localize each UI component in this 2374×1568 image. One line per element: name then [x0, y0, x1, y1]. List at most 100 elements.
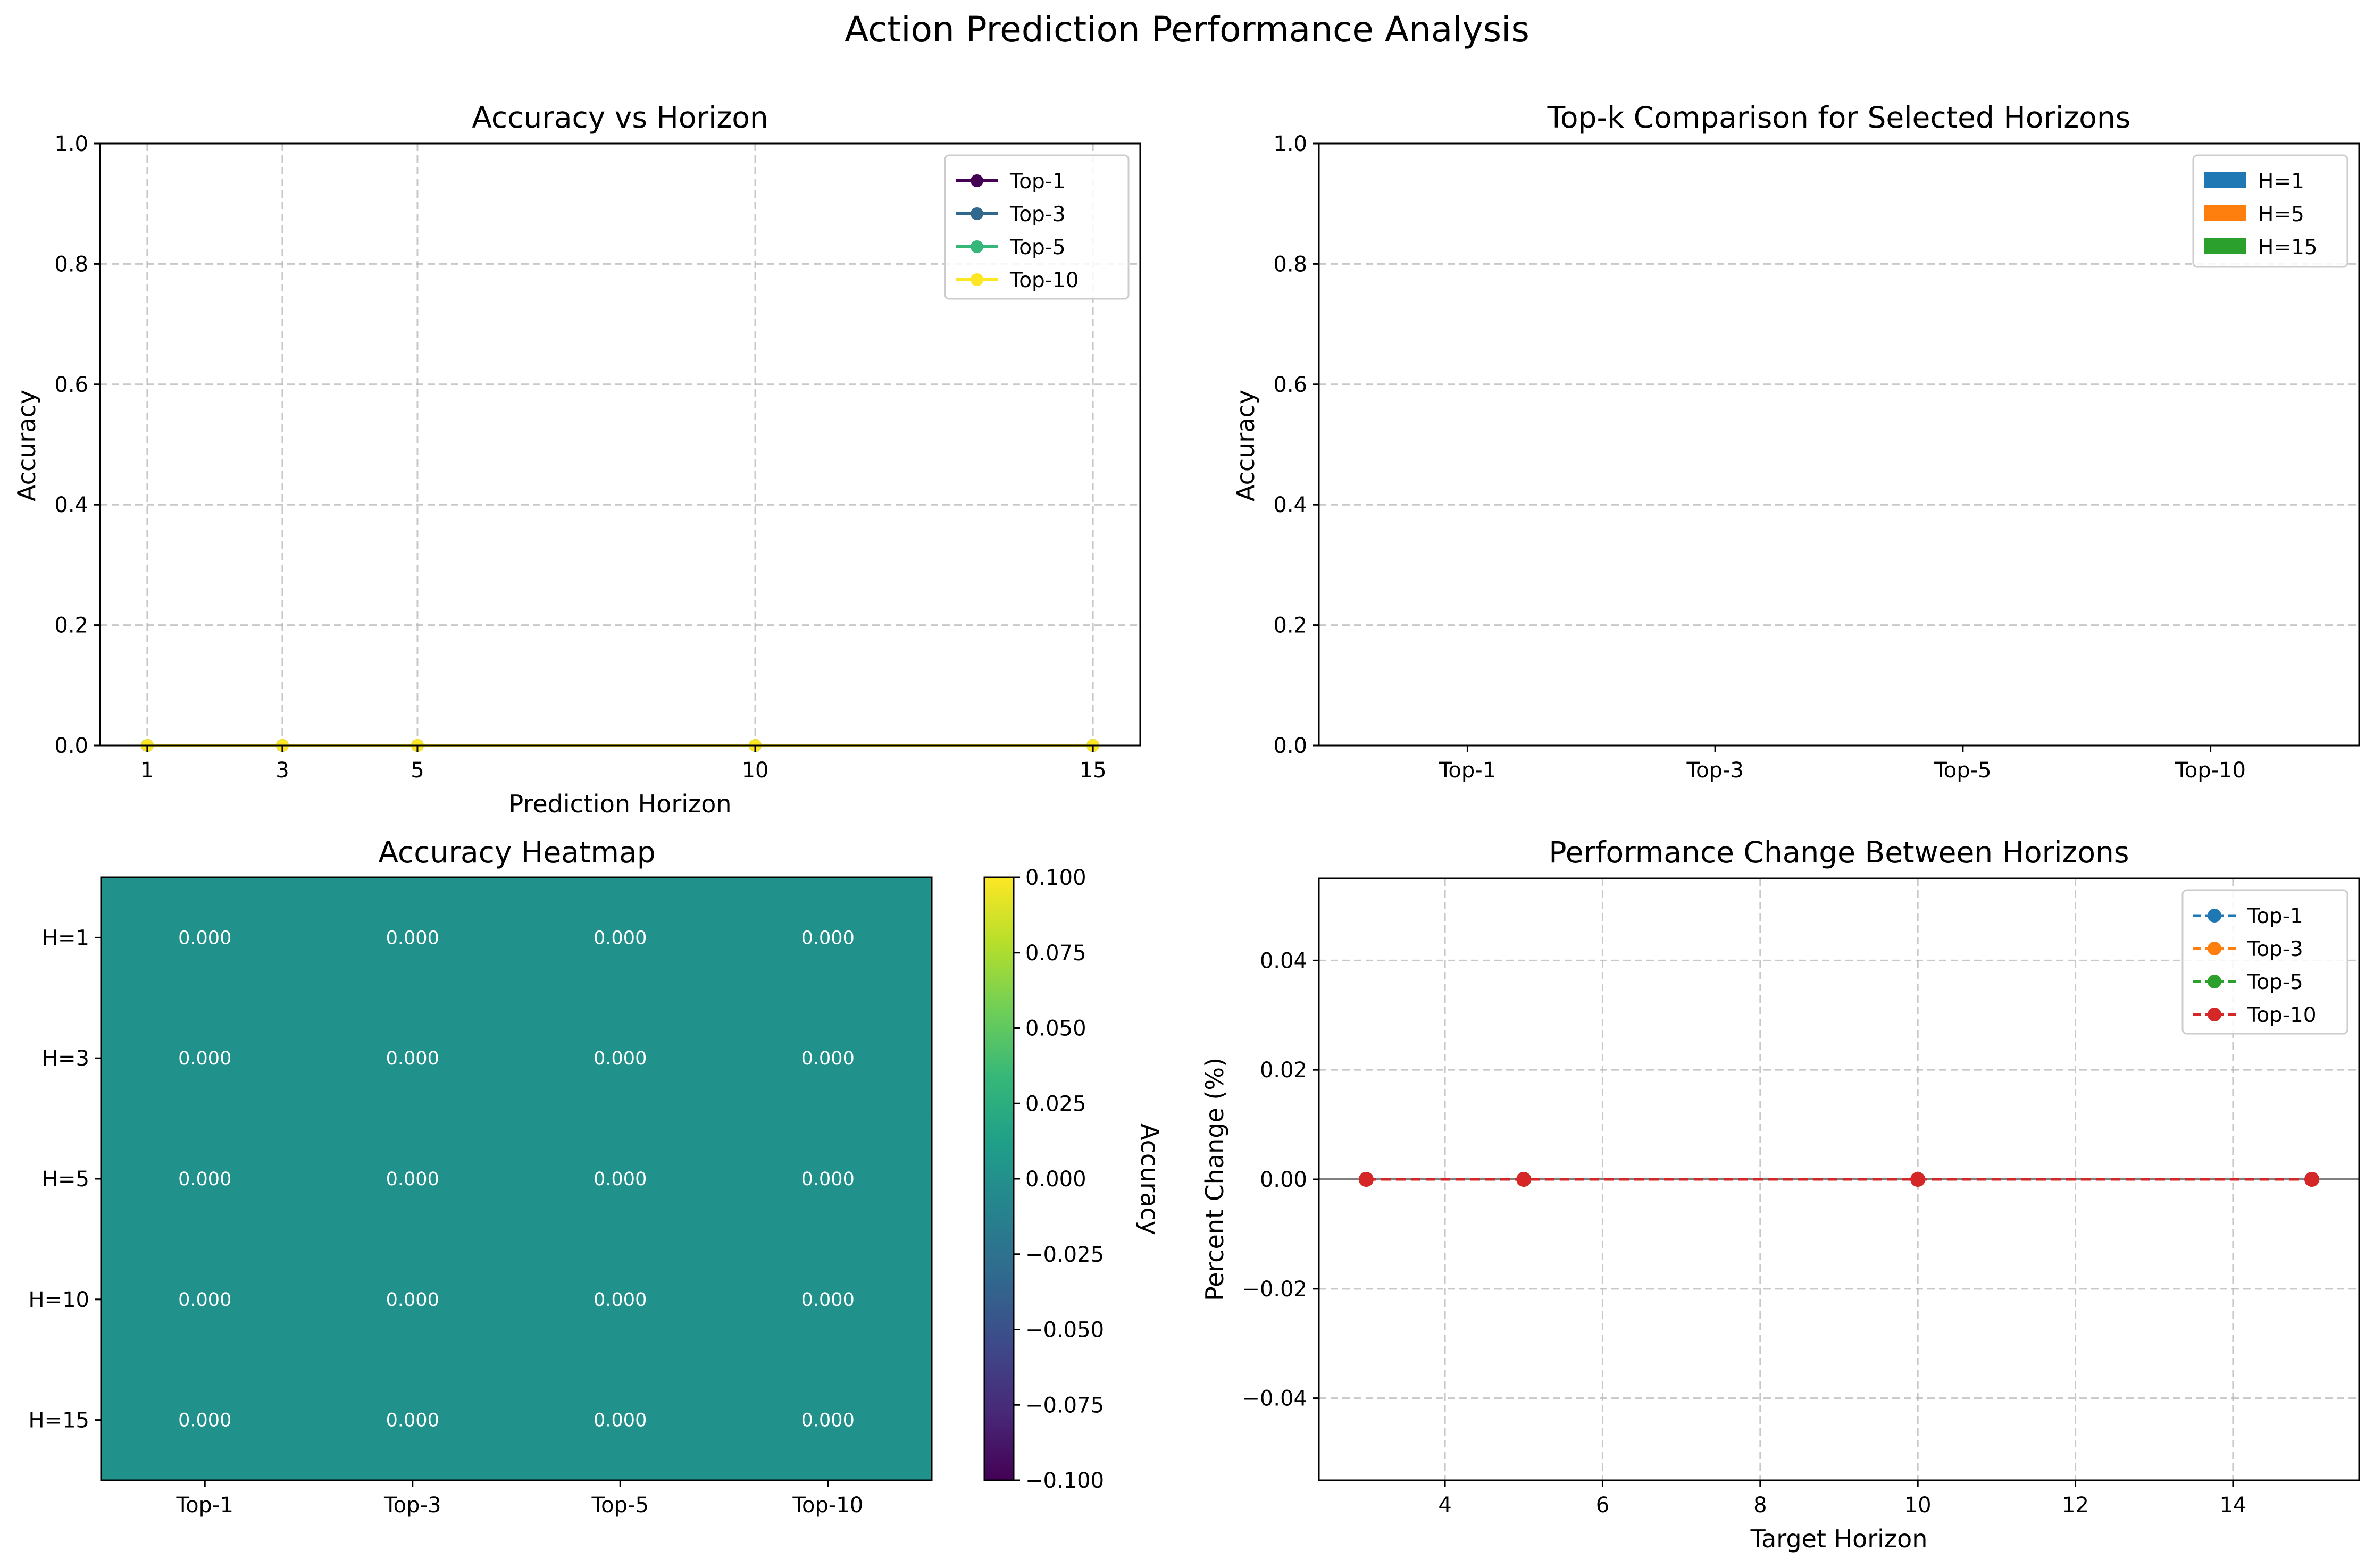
x-tick-label: 8 [1753, 1493, 1767, 1517]
x-tick-label: Top-5 [1934, 758, 1991, 783]
legend-swatch-marker [971, 207, 983, 220]
heatmap-cell [101, 1360, 309, 1481]
legend-label: Top-5 [1009, 236, 1066, 259]
legend-label: Top-3 [1009, 203, 1066, 227]
heatmap-cell-label: 0.000 [178, 927, 231, 949]
heatmap-cell-label: 0.000 [178, 1169, 231, 1190]
panel-4-ylabel: Percent Change (%) [1200, 1058, 1229, 1301]
colorbar [983, 876, 1015, 1481]
y-tick-label: 0.02 [1260, 1058, 1307, 1083]
colorbar-tick-label: −0.075 [1025, 1393, 1104, 1418]
x-tick-label: Top-3 [1686, 758, 1743, 783]
legend-label: Top-3 [2247, 937, 2303, 961]
heatmap-cell-label: 0.000 [801, 927, 855, 949]
accuracy-vs-horizon-panel: Accuracy vs Horizon Prediction Horizon A… [12, 100, 1141, 818]
data-point-top-10 [2304, 1172, 2320, 1187]
legend-swatch-marker [2208, 975, 2221, 988]
data-point-top-10 [1516, 1172, 1532, 1187]
heatmap-cell-label: 0.000 [594, 927, 647, 949]
y-tick-label: H=10 [29, 1288, 90, 1312]
heatmap-cell-label: 0.000 [178, 1289, 231, 1311]
legend-label: H=1 [2258, 170, 2304, 194]
legend-swatch-marker [2208, 1008, 2221, 1021]
x-tick-label: Top-10 [2175, 758, 2246, 783]
heatmap-cell [101, 1239, 309, 1360]
x-tick-label: 10 [1904, 1493, 1932, 1517]
y-tick-label: H=1 [42, 926, 89, 950]
heatmap-cell [308, 997, 517, 1119]
heatmap-cell [516, 1239, 724, 1360]
legend-label: Top-10 [1009, 269, 1079, 292]
y-tick-label: 0.6 [54, 373, 88, 397]
panel-4-xlabel: Target Horizon [1750, 1524, 1928, 1553]
legend-box [2181, 889, 2348, 1035]
colorbar-tick-label: −0.050 [1025, 1318, 1104, 1343]
data-point-top-10 [1910, 1172, 1926, 1187]
x-tick-label: 5 [411, 758, 424, 783]
legend-swatch-marker [971, 174, 983, 187]
colorbar-tick-label: 0.100 [1025, 866, 1086, 890]
y-tick-label: 0.00 [1260, 1168, 1307, 1192]
legend-swatch-marker [971, 240, 983, 253]
legend-swatch-marker [2208, 909, 2221, 923]
heatmap-cell [101, 877, 309, 999]
legend-label: H=5 [2258, 203, 2304, 227]
x-tick-label: 3 [275, 758, 289, 783]
panel-4-title: Performance Change Between Horizons [1549, 835, 2129, 869]
heatmap-cell [724, 877, 932, 999]
heatmap-cell [308, 1360, 517, 1481]
heatmap-cell [308, 1239, 517, 1360]
y-tick-label: 0.2 [1273, 614, 1307, 638]
heatmap-cell-label: 0.000 [178, 1048, 231, 1069]
heatmap-cell [724, 997, 932, 1119]
colorbar-tick-label: 0.050 [1025, 1017, 1086, 1041]
heatmap-cell [101, 997, 309, 1119]
y-tick-label: 1.0 [1273, 132, 1307, 156]
heatmap-cell-label: 0.000 [801, 1169, 855, 1190]
panel-1-title: Accuracy vs Horizon [472, 100, 768, 135]
heatmap-cell-label: 0.000 [594, 1169, 647, 1190]
y-tick-label: 0.6 [1273, 373, 1307, 397]
legend-label: Top-5 [2247, 970, 2303, 994]
heatmap-cell [308, 877, 517, 999]
colorbar-label: Accuracy [1135, 1123, 1164, 1235]
x-tick-label: 12 [2062, 1493, 2089, 1517]
y-tick-label: 0.0 [54, 734, 88, 758]
legend-box [944, 154, 1130, 300]
x-tick-label: Top-1 [176, 1493, 233, 1517]
legend-swatch-marker [2208, 942, 2221, 955]
heatmap-cell-label: 0.000 [594, 1289, 647, 1311]
colorbar-tick-label: −0.025 [1025, 1243, 1104, 1267]
legend-label: Top-1 [2247, 904, 2303, 928]
x-tick-label: Top-5 [591, 1493, 649, 1517]
heatmap-cell-label: 0.000 [594, 1410, 647, 1431]
x-tick-label: Top-10 [792, 1493, 863, 1517]
y-tick-label: H=5 [42, 1167, 89, 1192]
heatmap-cell-label: 0.000 [386, 927, 439, 949]
y-tick-label: 0.4 [54, 493, 88, 517]
legend-swatch [2204, 238, 2246, 254]
legend-label: Top-10 [2247, 1003, 2317, 1027]
heatmap-cell-label: 0.000 [386, 1410, 439, 1431]
heatmap-cell-label: 0.000 [178, 1410, 231, 1431]
y-tick-label: 0.8 [54, 252, 88, 276]
heatmap-cell-label: 0.000 [386, 1169, 439, 1190]
colorbar-tick-label: −0.100 [1025, 1469, 1104, 1493]
figure-suptitle: Action Prediction Performance Analysis [845, 9, 1529, 50]
y-tick-label: 0.2 [54, 614, 88, 638]
x-tick-label: 4 [1438, 1493, 1451, 1517]
y-tick-label: 0.0 [1273, 734, 1307, 758]
colorbar-tick-label: 0.000 [1025, 1167, 1086, 1192]
colorbar-tick-label: 0.075 [1025, 941, 1086, 966]
y-tick-label: 0.4 [1273, 493, 1307, 517]
y-tick-label: −0.04 [1242, 1387, 1307, 1411]
topk-comparison-panel: Top-k Comparison for Selected Horizons A… [1231, 100, 2360, 783]
legend-swatch-marker [971, 273, 983, 286]
y-tick-label: H=3 [42, 1046, 89, 1071]
legend-swatch [2204, 172, 2246, 188]
heatmap-cell [516, 877, 724, 999]
heatmap-cell [516, 1118, 724, 1239]
heatmap-cell [724, 1360, 932, 1481]
x-tick-label: 10 [742, 758, 769, 783]
